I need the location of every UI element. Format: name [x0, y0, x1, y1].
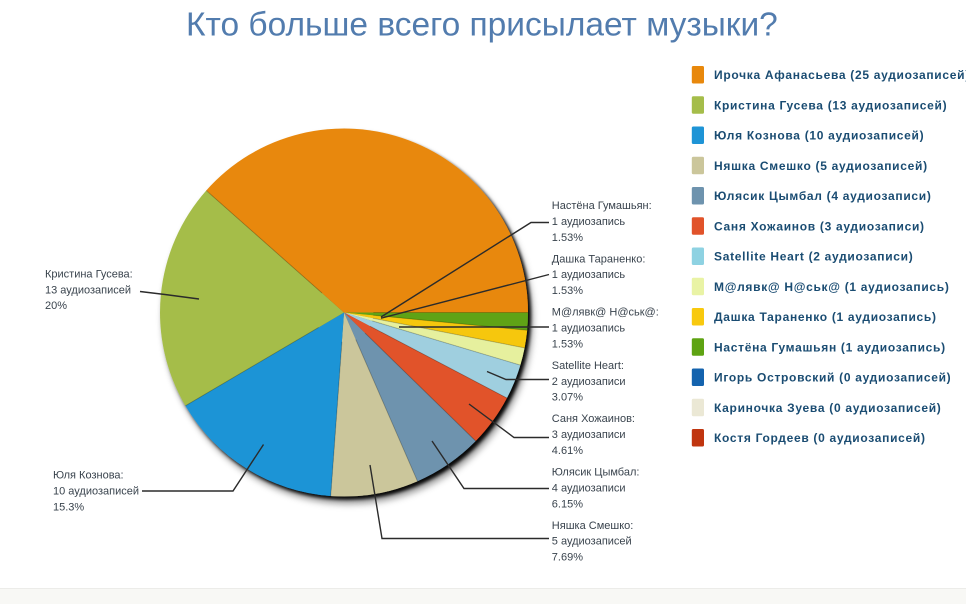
svg-text:Satellite Heart (2 аудиозаписи: Satellite Heart (2 аудиозаписи) [714, 250, 913, 264]
svg-text:Юлясик Цымбал (4 аудиозаписи): Юлясик Цымбал (4 аудиозаписи) [714, 189, 932, 203]
svg-text:Няшка Смешко:: Няшка Смешко: [552, 520, 634, 532]
svg-text:6.15%: 6.15% [552, 498, 583, 510]
svg-text:1 аудиозапись: 1 аудиозапись [552, 269, 626, 281]
svg-text:Satellite Heart:: Satellite Heart: [552, 360, 624, 372]
svg-text:1.53%: 1.53% [552, 338, 583, 350]
svg-text:20%: 20% [45, 300, 67, 312]
svg-text:Кто больше всего присылает муз: Кто больше всего присылает музыки? [186, 7, 778, 44]
svg-text:Саня Хожаинов:: Саня Хожаинов: [552, 413, 635, 425]
svg-text:10 аудиозаписей: 10 аудиозаписей [53, 486, 139, 498]
svg-text:15.3%: 15.3% [53, 502, 84, 514]
svg-text:Юля Кознова (10 аудиозаписей): Юля Кознова (10 аудиозаписей) [714, 129, 924, 143]
svg-text:Дашка Тараненко:: Дашка Тараненко: [552, 253, 646, 265]
svg-text:1 аудиозапись: 1 аудиозапись [552, 216, 626, 228]
svg-text:5 аудиозаписей: 5 аудиозаписей [552, 536, 632, 548]
svg-text:1.53%: 1.53% [552, 232, 583, 244]
svg-text:Юля Кознова:: Юля Кознова: [53, 470, 124, 482]
svg-text:3 аудиозаписи: 3 аудиозаписи [552, 429, 626, 441]
svg-text:Юлясик Цымбал:: Юлясик Цымбал: [552, 467, 640, 479]
svg-text:Ирочка Афанасьева (25 аудиозап: Ирочка Афанасьева (25 аудиозаписей) [714, 68, 966, 82]
svg-text:Няшка Смешко (5 аудиозаписей): Няшка Смешко (5 аудиозаписей) [714, 159, 928, 173]
svg-text:Настёна Гумашьян:: Настёна Гумашьян: [552, 200, 652, 212]
svg-text:2 аудиозаписи: 2 аудиозаписи [552, 376, 626, 388]
svg-text:Костя Гордеев (0 аудиозаписей): Костя Гордеев (0 аудиозаписей) [714, 431, 926, 445]
svg-text:Настёна Гумашьян (1 аудиозапис: Настёна Гумашьян (1 аудиозапись) [714, 340, 946, 354]
svg-text:13 аудиозаписей: 13 аудиозаписей [45, 284, 131, 296]
svg-text:Игорь Островский (0 аудиозапис: Игорь Островский (0 аудиозаписей) [714, 371, 951, 385]
svg-text:Кристина Гусева:: Кристина Гусева: [45, 268, 133, 280]
svg-text:Саня Хожаинов (3 аудиозаписи): Саня Хожаинов (3 аудиозаписи) [714, 219, 925, 233]
svg-text:4.61%: 4.61% [552, 445, 583, 457]
svg-text:Дашка Тараненко (1 аудиозапись: Дашка Тараненко (1 аудиозапись) [714, 310, 937, 324]
svg-text:М@лявк@ Н@ськ@ (1 аудиозапись): М@лявк@ Н@ськ@ (1 аудиозапись) [714, 280, 950, 294]
svg-text:3.07%: 3.07% [552, 392, 583, 404]
svg-text:7.69%: 7.69% [552, 552, 583, 564]
svg-text:М@лявк@ Н@ськ@:: М@лявк@ Н@ськ@: [552, 307, 659, 319]
svg-text:Кристина Гусева (13 аудиозапис: Кристина Гусева (13 аудиозаписей) [714, 98, 947, 112]
svg-text:1.53%: 1.53% [552, 285, 583, 297]
svg-text:1 аудиозапись: 1 аудиозапись [552, 323, 626, 335]
svg-text:4 аудиозаписи: 4 аудиозаписи [552, 482, 626, 494]
svg-text:Кариночка Зуева (0 аудиозаписе: Кариночка Зуева (0 аудиозаписей) [714, 401, 942, 415]
